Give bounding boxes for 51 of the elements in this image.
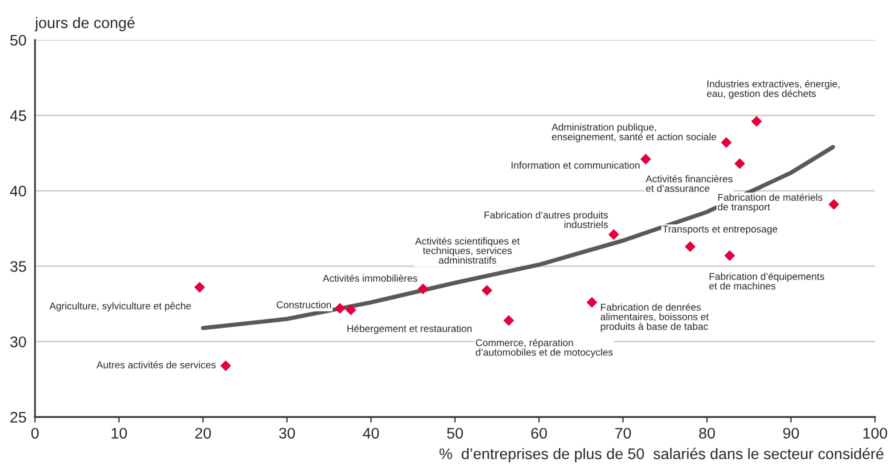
point: [751, 116, 762, 127]
y-axis-title: jours de congé: [34, 16, 135, 32]
x-tick-label: 50: [447, 428, 463, 439]
annotation: Activités financières et d’assurance: [646, 175, 732, 192]
point: [586, 297, 598, 308]
annotation: Industries extractives, énergie, eau, gestion des déchets: [706, 80, 840, 99]
point: [640, 154, 652, 165]
annotation: Fabrication d’autres produits industriels: [484, 211, 608, 228]
annotation: Information et communication: [512, 161, 640, 169]
point: [220, 360, 232, 372]
point: [418, 283, 428, 294]
annotation: Activités immobilières: [322, 274, 418, 282]
annotation: Fabrication de matériels de transport: [718, 193, 822, 212]
point: [724, 250, 736, 262]
point: [608, 229, 620, 240]
annotation: Hébergement et restauration: [347, 324, 472, 334]
point: [720, 137, 732, 148]
annotation: Autres activités de services: [96, 361, 216, 368]
x-tick-label: 10: [112, 428, 127, 439]
x-tick-label: 20: [195, 428, 211, 439]
x-tick-label: 100: [863, 428, 888, 439]
x-tick-label: 60: [531, 428, 547, 439]
annotation: Administration publique, enseignement, santé et action sociale: [552, 123, 716, 142]
point: [334, 303, 346, 314]
point: [503, 315, 514, 326]
point: [828, 198, 840, 210]
annotation: Activités scientifiques et techniques, services administratifs: [415, 237, 520, 264]
point: [482, 284, 492, 296]
x-tick-label: 40: [362, 428, 379, 439]
x-tick-label: 80: [699, 428, 715, 439]
y-tick-label: 40: [10, 186, 26, 196]
annotation: Transports et entreposage: [662, 226, 778, 235]
annotation: Fabrication d’équipements et de machines: [709, 272, 824, 290]
y-tick-label: 35: [10, 261, 26, 272]
y-tick-label: 30: [10, 336, 26, 348]
x-tick-label: 90: [783, 428, 799, 439]
x-axis-title: % d’entreprises de plus de 50 salariés dans le secteur considéré: [440, 448, 884, 462]
x-tick-label: 70: [615, 428, 631, 439]
point: [684, 241, 696, 252]
y-tick-label: 50: [10, 34, 26, 46]
x-tick-label: 0: [31, 428, 39, 439]
annotation: Construction: [276, 301, 331, 308]
annotation: Fabrication de denrées alimentaires, boissons et produits à base de tabac: [600, 303, 709, 332]
point: [345, 304, 356, 316]
point: [194, 282, 206, 293]
y-tick-label: 25: [10, 412, 26, 423]
annotation: Agriculture, sylviculture et pêche: [49, 302, 191, 312]
x-tick-label: 30: [279, 428, 295, 439]
y-tick-label: 45: [10, 110, 26, 122]
annotation: Commerce, réparation d’automobiles et de motocycles: [476, 338, 613, 358]
point: [734, 158, 746, 170]
